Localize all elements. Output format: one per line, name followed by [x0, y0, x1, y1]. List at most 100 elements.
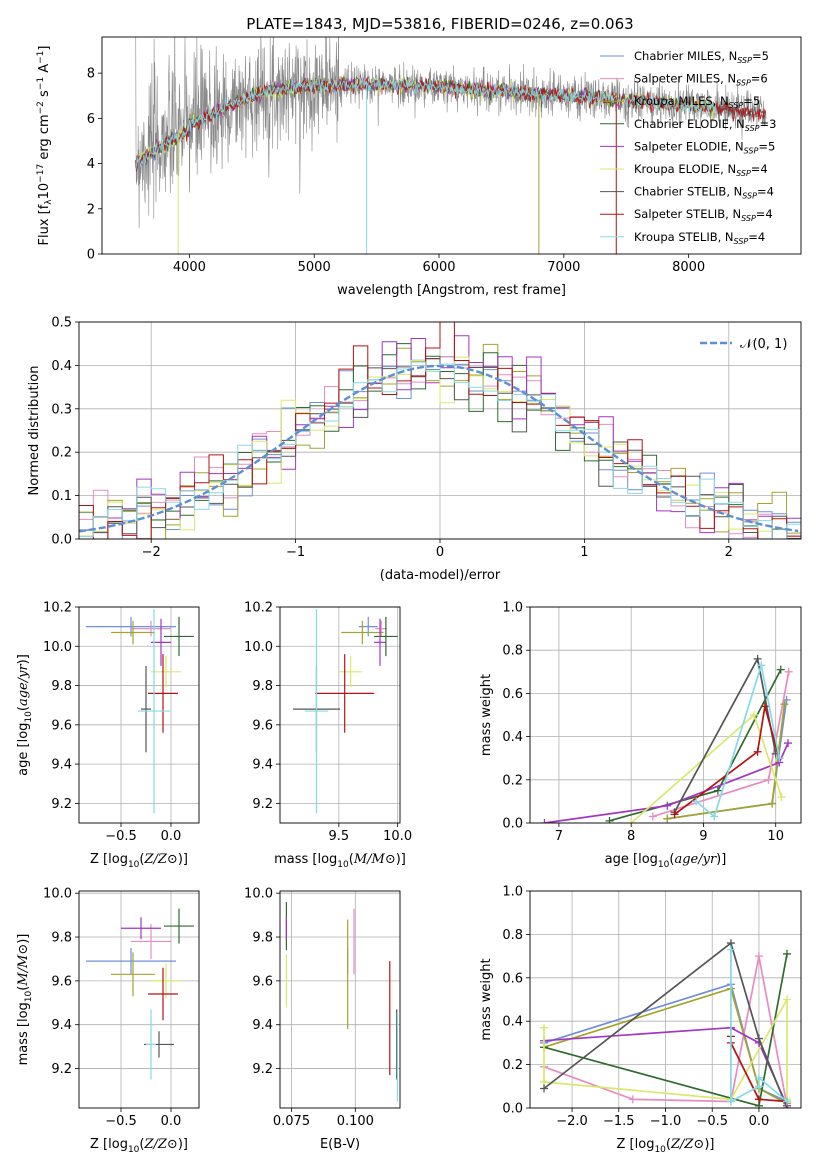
axes-frame: [529, 890, 802, 1109]
x-tick-label: 0.0: [161, 829, 182, 844]
y-tick-label: 4: [87, 157, 95, 172]
label-part: (: [16, 706, 31, 711]
weight-point-marker: [754, 1095, 763, 1104]
label-part: M/M⊙: [16, 944, 31, 987]
legend-label-main: Chabrier STELIB, N: [634, 185, 742, 199]
legend-label-sub: SSP: [744, 146, 759, 155]
legend-label-sub: SSP: [736, 79, 751, 88]
weight-point-marker: [692, 797, 701, 806]
x-tick-label: 0.0: [161, 1114, 182, 1129]
weight-point-marker: [780, 700, 789, 709]
weight-vs-Z-plot-area: [540, 939, 791, 1108]
weight-point-marker: [753, 654, 762, 663]
weight-series-line: [695, 665, 781, 818]
y-tick-label: 6: [87, 112, 95, 127]
weight-point-marker: [782, 1097, 791, 1106]
y-tick-label: 0.4: [51, 359, 72, 374]
x-tick-label: 10: [767, 829, 784, 844]
label-part: Z/Z⊙: [143, 1137, 177, 1152]
y-axis-label: Flux [fλ10−17 erg cm−2 s−1 A−1]: [36, 46, 54, 246]
axes-frame: [101, 36, 802, 255]
weight-point-marker: [628, 1095, 637, 1104]
y-tick-label: 9.2: [51, 797, 72, 812]
label-part: )]: [178, 852, 188, 867]
legend-label: Salpeter ELODIE, NSSP=5: [634, 139, 775, 155]
y-tick-label: 10.0: [43, 640, 72, 655]
weight-point-marker: [663, 801, 672, 810]
label-part: age/yr: [674, 852, 716, 867]
y-tick-label: 9.2: [252, 1062, 273, 1077]
x-tick-label: 9: [699, 829, 707, 844]
weight-point-marker: [776, 665, 785, 674]
label-subscript: 10: [24, 990, 34, 1002]
histogram-step-line: [79, 361, 801, 539]
legend-label-sub: SSP: [734, 237, 749, 246]
label-part: age [log: [605, 852, 658, 867]
weight-point-marker: [753, 747, 762, 756]
axes-frame: [529, 606, 802, 824]
x-tick-label: 10.0: [383, 829, 412, 844]
weight-point-marker: [670, 810, 679, 819]
y-tick-label: 0.6: [502, 687, 523, 702]
y-axis-label-part: ]: [37, 46, 52, 51]
y-tick-label: 0.2: [51, 446, 72, 461]
y-axis-label: mass weight: [479, 958, 494, 1040]
gaussian-curve: [79, 364, 799, 533]
y-tick-label: 0.1: [51, 489, 72, 504]
x-tick-label: 0.075: [273, 1114, 310, 1129]
weight-vs-age-plot-area: [540, 654, 793, 823]
x-tick-label: 7000: [547, 260, 580, 275]
y-tick-label: 9.8: [252, 931, 273, 946]
legend-label-tail: =4: [757, 185, 774, 199]
label-part: Z [log: [90, 1137, 128, 1152]
weight-series-line: [544, 742, 789, 823]
axes-mass-vs-Z: −0.5 0.09.29.49.69.810.0Z [log10(Z/Z⊙)]ma…: [16, 887, 200, 1155]
legend-label-sub: SSP: [742, 192, 757, 201]
x-tick-label: 0.0: [749, 1114, 770, 1129]
legend-label: Chabrier MILES, NSSP=5: [634, 49, 769, 65]
label-part: (: [139, 852, 144, 867]
data-spectrum-line: [135, 37, 767, 229]
y-axis-label-part: −17: [36, 164, 46, 183]
x-tick-label: 8: [627, 829, 635, 844]
age-vs-mass-plot-area: [292, 608, 398, 814]
y-tick-label: 9.6: [252, 974, 273, 989]
age-vs-Z-plot-area: [86, 608, 194, 814]
y-tick-label: 0.0: [502, 1102, 523, 1117]
x-axis-label: Z [log10(Z/Z⊙)]: [90, 852, 188, 870]
axes-age-vs-Z: −0.5 0.09.29.49.69.810.010.2Z [log10(Z/Z⊙…: [16, 601, 200, 870]
y-tick-label: 9.4: [252, 1018, 273, 1033]
y-tick-label: 0: [87, 248, 95, 263]
label-part: )]: [178, 1137, 188, 1152]
y-axis-label-part: Flux [f: [37, 204, 52, 245]
x-tick-label: −2: [142, 545, 161, 560]
legend-label-sub: SSP: [741, 214, 756, 223]
y-tick-label: 0.8: [502, 928, 523, 943]
label-part: (: [349, 852, 354, 867]
label-subscript: 10: [24, 711, 34, 723]
label-part: M/M⊙: [353, 852, 396, 867]
y-tick-label: 10.2: [244, 601, 273, 616]
histogram-step-line: [79, 322, 801, 539]
label-part: (: [666, 1137, 671, 1152]
weight-point-marker: [754, 1034, 763, 1043]
y-tick-label: 9.6: [252, 718, 273, 733]
y-tick-label: 1.0: [502, 885, 523, 900]
x-tick-label: 8000: [672, 260, 705, 275]
y-axis-label-part: −1: [36, 77, 46, 90]
y-tick-label: 9.8: [51, 679, 72, 694]
axes-weight-vs-Z: −2.0 −1.5 −1.0 −0.5 0.0 0.0 0.2 0.4 0.6 0.8 1.0 Z […: [479, 885, 802, 1155]
y-tick-label: 9.4: [51, 758, 72, 773]
y-tick-label: 2: [87, 202, 95, 217]
weight-point-marker: [627, 819, 636, 823]
weight-point-marker: [710, 812, 719, 821]
x-tick-label: −0.5: [105, 1114, 137, 1129]
legend-label-tail: =6: [751, 72, 768, 86]
y-tick-label: 0.4: [502, 1015, 523, 1030]
legend-label: Chabrier STELIB, NSSP=4: [634, 185, 774, 201]
y-tick-label: 0.8: [502, 644, 523, 659]
y-axis-label-part: −1: [36, 51, 46, 64]
legend-label-main: Kroupa MILES, N: [634, 94, 729, 108]
